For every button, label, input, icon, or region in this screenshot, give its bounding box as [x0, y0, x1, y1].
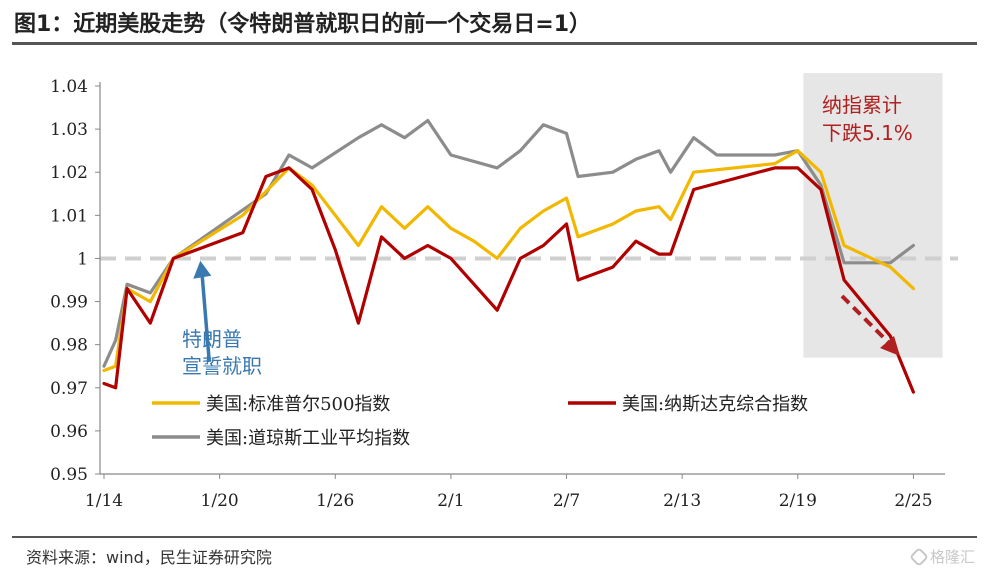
watermark-text: 格隆汇: [929, 548, 975, 566]
arrow-shaft-right: [840, 294, 890, 344]
y-tick-label: 1.04: [50, 77, 88, 97]
legend-label-dow: 美国:道琼斯工业平均指数: [206, 428, 410, 449]
arrow-head-left: [193, 260, 212, 279]
series-line-sp500: [102, 149, 915, 373]
x-tick-label: 1/20: [201, 491, 239, 511]
watermark: 格隆汇: [909, 546, 975, 567]
y-tick-label: 0.99: [50, 293, 88, 313]
source-note: 资料来源：wind，民生证券研究院: [26, 548, 272, 567]
legend-label-sp500: 美国:标准普尔500指数: [206, 394, 390, 415]
y-tick-label: 1: [77, 249, 88, 269]
x-tick-label: 1/26: [316, 491, 354, 511]
arrow-shaft-left: [200, 276, 212, 363]
arrow-head-right: [880, 336, 900, 356]
y-tick-label: 0.96: [50, 422, 88, 442]
x-tick-label: 2/13: [663, 491, 701, 511]
series-line-nasdaq: [102, 166, 915, 394]
x-tick-label: 2/25: [894, 491, 932, 511]
y-tick-label: 0.95: [50, 465, 88, 485]
title-divider: [12, 42, 977, 45]
footer-divider: [12, 536, 977, 538]
annotation-nasdaq-drop: 纳指累计: [822, 93, 902, 117]
legend-label-nasdaq: 美国:纳斯达克综合指数: [622, 394, 808, 415]
y-tick-label: 1.02: [50, 163, 88, 183]
series-line-dow: [102, 118, 915, 368]
x-tick-label: 1/14: [85, 491, 123, 511]
y-tick-label: 1.03: [50, 120, 88, 140]
annotation-inauguration: 特朗普: [182, 327, 242, 351]
annotation-inauguration: 宣誓就职: [182, 354, 262, 378]
x-tick-label: 2/1: [437, 491, 464, 511]
y-tick-label: 0.98: [50, 336, 88, 356]
x-tick-label: 2/19: [779, 491, 817, 511]
watermark-logo-icon: [909, 546, 929, 567]
y-tick-label: 1.01: [50, 206, 88, 226]
annotation-nasdaq-drop: 下跌5.1%: [822, 121, 913, 145]
y-tick-label: 0.97: [50, 379, 88, 399]
x-tick-label: 2/7: [553, 491, 580, 511]
page-title: 图1：近期美股走势（令特朗普就职日的前一个交易日=1）: [14, 12, 592, 37]
